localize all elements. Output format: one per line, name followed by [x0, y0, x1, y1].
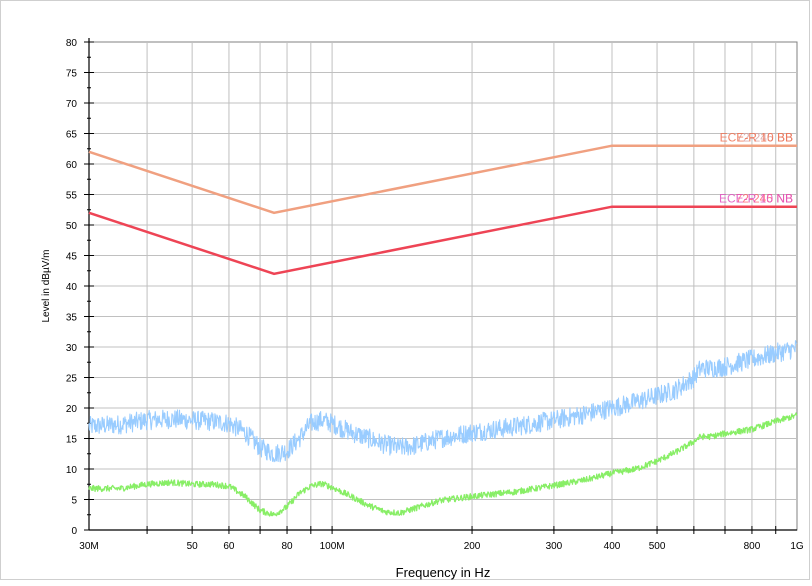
y-tick-label: 70: [66, 99, 78, 110]
y-tick-label: 75: [66, 69, 78, 80]
limit-line-label: ECE-R 10 BB: [720, 131, 793, 145]
x-tick-label: 800: [744, 541, 761, 552]
grid: [89, 42, 797, 530]
y-tick-label: 25: [66, 374, 78, 385]
axes: 0 5 10 15 20 25 30 35 40 45 50 55 60 65 70 75 80 30M 50 60 8…: [66, 38, 804, 552]
x-tick-label: 30M: [79, 541, 98, 552]
y-tick-label: 60: [66, 160, 78, 171]
y-tick-label: 5: [71, 496, 77, 507]
x-tick-label: 60: [223, 541, 235, 552]
x-tick-label: 50: [187, 541, 199, 552]
y-tick-label: 10: [66, 465, 78, 476]
y-tick-label: 65: [66, 130, 78, 141]
x-tick-label: 80: [281, 541, 293, 552]
measurement-trace: [88, 412, 798, 517]
x-axis-label: Frequency in Hz: [396, 565, 491, 580]
series: [88, 144, 798, 517]
limit-line-label: 72-245 NB: [736, 192, 793, 206]
limit-line-label: 72-245 BB: [736, 131, 793, 145]
limit-line-label: ECE-R 10 NB: [719, 192, 793, 206]
measurement-trace: [88, 340, 798, 463]
y-tick-label: 30: [66, 343, 78, 354]
x-tick-label: 200: [464, 541, 481, 552]
limit-line: [88, 144, 797, 215]
y-tick-label: 0: [71, 526, 77, 537]
y-tick-label: 45: [66, 252, 78, 263]
x-tick-label: 400: [604, 541, 621, 552]
limit-line: [88, 205, 797, 276]
x-tick-label: 500: [649, 541, 666, 552]
y-tick-label: 35: [66, 313, 78, 324]
y-tick-label: 80: [66, 38, 78, 49]
y-tick-label: 55: [66, 191, 78, 202]
y-tick-label: 20: [66, 404, 78, 415]
y-tick-label: 15: [66, 435, 78, 446]
y-tick-label: 40: [66, 282, 78, 293]
y-tick-label: 50: [66, 221, 78, 232]
y-axis-label: Level in dBµV/m: [41, 249, 52, 322]
x-tick-label: 300: [546, 541, 563, 552]
x-tick-label: 100M: [320, 541, 345, 552]
x-tick-label: 1G: [790, 541, 804, 552]
